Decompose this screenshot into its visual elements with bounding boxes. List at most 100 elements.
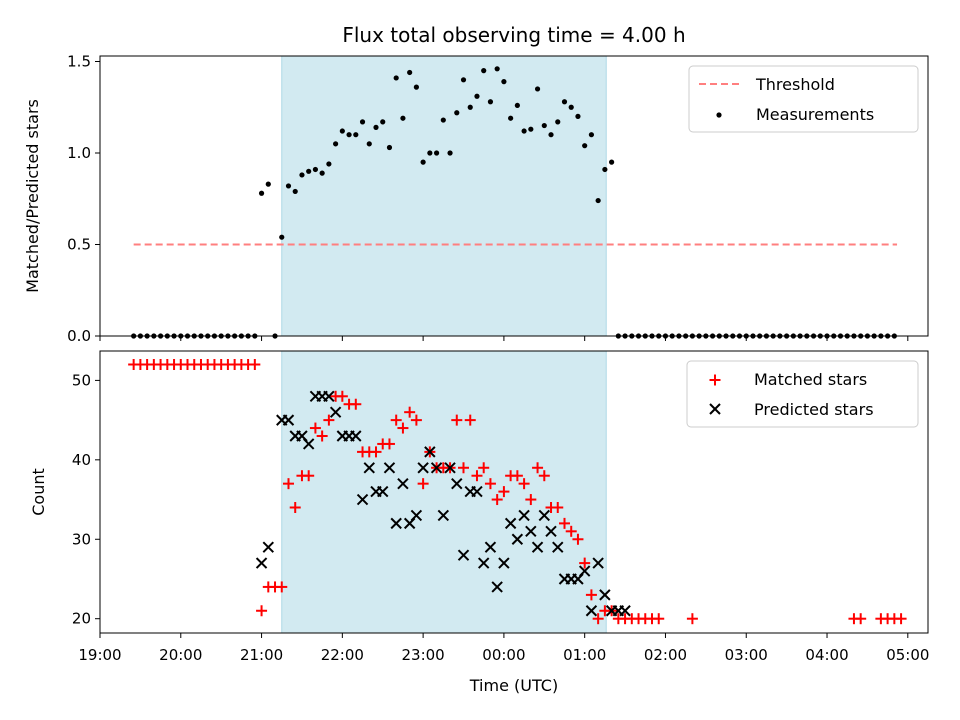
bottom-y-axis-label: Count	[29, 468, 48, 516]
measurement-point	[346, 132, 352, 138]
predicted-star-point	[383, 462, 396, 474]
predicted-star-point	[329, 406, 342, 418]
measurement-point	[427, 150, 433, 156]
measurement-point	[413, 84, 419, 90]
predicted-star-point	[350, 430, 362, 442]
predicted-star-point	[471, 485, 483, 498]
predicted-star-point	[578, 565, 591, 577]
top-axis-ticks: 0.0 0.5 1.0 1.5	[67, 52, 909, 345]
matched-star-point	[249, 359, 261, 371]
matched-star-point	[316, 430, 328, 442]
matched-star-point	[323, 414, 335, 426]
predicted-star-point	[484, 541, 497, 553]
measurement-point	[285, 183, 292, 189]
matched-star-point	[397, 422, 409, 434]
measurement-point	[561, 99, 568, 105]
predicted-star-point	[525, 525, 537, 538]
x-tick-label: 22:00	[321, 646, 364, 664]
measurement-point	[454, 110, 460, 116]
predicted-star-point	[363, 462, 375, 474]
top-axes-frame	[99, 55, 929, 337]
matched-star-point	[552, 501, 564, 513]
measurement-point	[258, 190, 265, 196]
matched-star-point	[451, 414, 463, 426]
x-tick-label: 19:00	[78, 646, 121, 664]
measurement-point	[460, 77, 467, 83]
predicted-star-point	[356, 493, 369, 506]
legend-measurements-swatch	[716, 112, 722, 118]
x-tick-label: 01:00	[563, 646, 606, 664]
observing-window-span	[281, 55, 607, 337]
legend-measurements-label: Measurements	[756, 105, 874, 124]
matched-star-point	[282, 478, 294, 490]
matched-star-point	[491, 494, 503, 506]
x-tick-label: 00:00	[482, 646, 525, 664]
measurement-point	[609, 159, 615, 165]
x-tick-label: 02:00	[644, 646, 687, 664]
measurement-point	[407, 69, 413, 76]
measurement-point	[333, 141, 339, 147]
x-axis-label: Time (UTC)	[469, 676, 558, 695]
y-tick-label: 50	[72, 371, 91, 389]
predicted-star-point	[599, 589, 611, 601]
legend-matched-swatch	[709, 374, 721, 386]
matched-star-point	[895, 613, 907, 625]
matched-star-point	[370, 446, 382, 458]
measurement-point	[467, 104, 473, 110]
measurement-point	[534, 86, 541, 92]
measurement-point	[595, 197, 601, 204]
matched-star-point	[686, 613, 698, 625]
measurement-points	[131, 66, 897, 339]
measurement-point	[380, 119, 386, 125]
predicted-star-point	[518, 509, 530, 522]
x-tick-label: 05:00	[886, 646, 929, 664]
predicted-star-points	[255, 390, 631, 617]
matched-star-point	[532, 462, 544, 474]
predicted-star-point	[424, 446, 436, 458]
y-tick-label: 40	[72, 451, 91, 469]
ratio-panel: 0.0 0.5 1.0 1.5 Matched/Predicted stars Thr…	[23, 52, 929, 345]
matched-star-point	[471, 470, 483, 482]
measurement-point	[373, 124, 379, 130]
measurement-point	[548, 132, 554, 138]
predicted-star-point	[444, 462, 456, 474]
matched-star-point	[525, 494, 537, 506]
bottom-axis-ticks: 19:00 20:00 21:00 22:00 23:00 00:00 01:00 02:00…	[72, 371, 930, 664]
measurement-point	[386, 144, 393, 151]
matched-star-point	[336, 390, 348, 402]
measurement-point	[575, 113, 581, 119]
x-tick-label: 03:00	[725, 646, 768, 664]
measurement-point	[306, 168, 312, 174]
y-tick-label: 0.5	[67, 235, 91, 253]
measurement-point	[366, 141, 372, 147]
matched-star-point	[518, 478, 530, 490]
matched-star-point	[653, 613, 665, 625]
matched-star-point	[390, 414, 402, 426]
predicted-star-point	[410, 509, 423, 522]
measurement-point	[582, 143, 588, 149]
measurement-point	[319, 170, 325, 176]
predicted-star-point	[498, 557, 510, 569]
measurement-point	[602, 166, 608, 173]
predicted-star-point	[504, 517, 517, 530]
matched-star-point	[592, 613, 604, 625]
measurement-point	[494, 66, 500, 72]
measurement-point	[514, 102, 520, 109]
predicted-star-point	[437, 509, 450, 522]
matched-star-point	[579, 557, 591, 569]
predicted-star-point	[262, 541, 274, 553]
measurement-point	[279, 234, 285, 240]
measurement-point	[433, 150, 440, 156]
matched-star-point	[303, 470, 315, 482]
predicted-star-point	[511, 533, 524, 545]
predicted-star-point	[377, 485, 389, 498]
matched-star-point	[404, 406, 416, 418]
matched-star-point	[855, 613, 867, 625]
predicted-star-point	[397, 477, 409, 490]
predicted-star-point	[282, 414, 295, 426]
matched-star-point	[585, 589, 597, 601]
matched-star-point	[309, 422, 321, 434]
measurement-point	[501, 79, 507, 85]
measurement-point	[393, 75, 399, 81]
observing-window-span	[281, 350, 607, 634]
